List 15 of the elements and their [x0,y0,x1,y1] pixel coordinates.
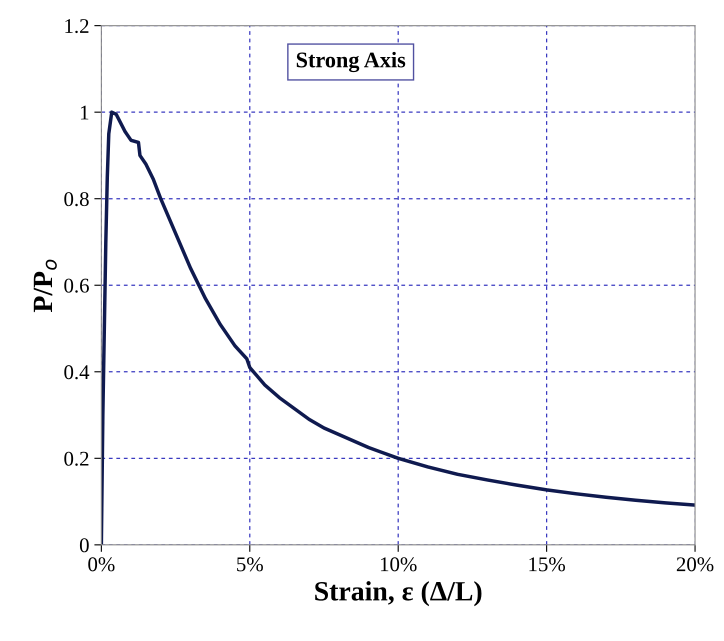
y-tick-label: 0.6 [64,278,89,293]
x-tick-label: 5% [237,557,263,572]
y-tick-label: 0 [80,538,89,552]
y-tick-label: 1.2 [65,19,88,34]
y-tick-label: 0.8 [64,192,89,206]
y-tick-label: 0.2 [64,452,88,466]
y-axis-title: P/P$_{o}$ [34,260,57,312]
x-tick-label: 20% [676,557,714,572]
y-tick-label: 1 [80,106,88,120]
y-tick-label: 0.4 [64,365,90,380]
x-tick-label: 10% [380,557,417,572]
x-tick-label: 15% [529,557,566,572]
x-tick-label: 0% [88,557,115,572]
x-axis-title: Strain, ε (Δ/L) [315,581,482,606]
annotation: Strong Axis [296,52,406,72]
